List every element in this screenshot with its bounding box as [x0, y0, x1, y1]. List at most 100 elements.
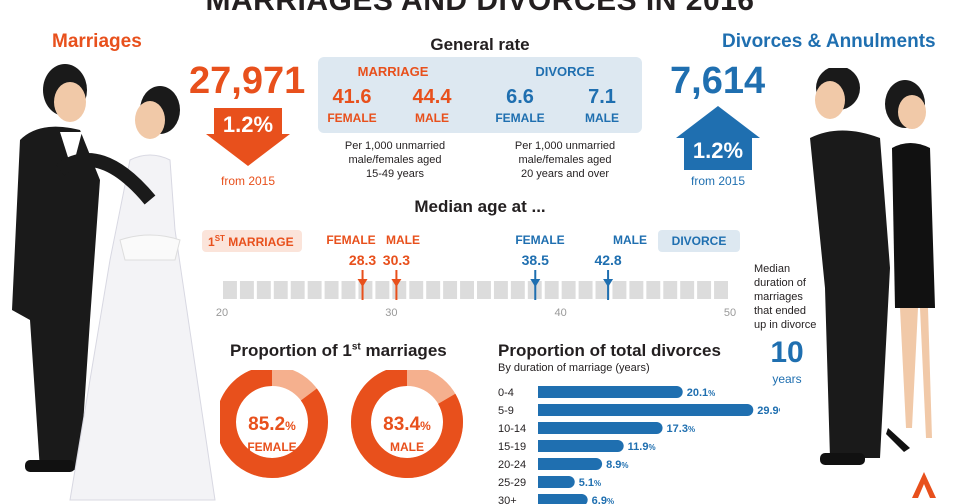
divorce-bar-label: 17.3%	[667, 423, 696, 435]
page-title: MARRIAGES AND DIVORCES IN 2016	[205, 0, 755, 17]
axis-tick-label: 30	[385, 307, 397, 318]
axis-tick-block	[273, 281, 288, 299]
axis-tick-block	[460, 281, 474, 299]
median-marriage-female-label: FEMALE	[326, 233, 376, 247]
median-marriage-male-label: MALE	[386, 233, 420, 247]
axis-tick-block	[443, 281, 458, 299]
divorces-from: from 2015	[690, 174, 746, 188]
divorce-bar-label-unit: %	[607, 497, 614, 504]
divorce-bar-label: 8.9%	[606, 459, 628, 471]
axis-tick-block	[646, 281, 661, 299]
divorce-category-label: 10-14	[498, 423, 526, 435]
marriages-heading: Marriages	[52, 31, 142, 52]
axis-tick-block	[663, 281, 678, 299]
axis-tick-block	[477, 281, 491, 299]
divorces-proportion-subheading: By duration of marriage (years)	[498, 362, 650, 374]
axis-tick-block	[426, 281, 441, 299]
axis-tick-block	[409, 281, 424, 299]
donut-male-slice	[351, 370, 463, 478]
divorce-bar-label-unit: %	[708, 389, 715, 398]
divorce-category-label: 30+	[498, 495, 517, 504]
divorce-bar-label: 29.9%	[757, 405, 780, 417]
axis-tick-block	[493, 281, 508, 299]
divorces-proportion-heading: Proportion of total divorces	[498, 341, 721, 360]
divorce-bar	[538, 422, 663, 434]
first-marriages-heading: Proportion of 1st marriages	[230, 341, 447, 360]
wedding-couple-illustration	[12, 64, 216, 501]
divorce-duration-bars: 0-4 20.1% 5-9 29.9% 10-14 17.3% 15-19 11.9% 20-2…	[498, 386, 780, 504]
duration-value: 10	[770, 336, 804, 369]
donut-female-label: FEMALE	[247, 440, 297, 454]
divorce-chip-label: DIVORCE	[671, 234, 727, 248]
axis-tick-block	[544, 281, 559, 299]
rate-marriage-label: MARRIAGE	[357, 64, 429, 79]
divorces-heading: Divorces & Annulments	[722, 31, 936, 52]
donut-female-value: 85.2%	[248, 414, 296, 435]
rate-marriage-note: Per 1,000 unmarried male/females aged 15…	[344, 140, 446, 180]
axis-tick-label: 40	[555, 307, 567, 318]
median-marriage-female-value: 28.3	[349, 252, 376, 268]
median-divorce-male-value: 42.8	[594, 252, 621, 268]
divorce-bar	[538, 458, 603, 470]
axis-tick-block	[290, 281, 305, 299]
first-marriages-donuts	[220, 370, 463, 478]
axis-tick-label: 20	[216, 307, 228, 318]
median-marriage-male-value: 30.3	[383, 252, 410, 268]
axis-tick-block	[561, 281, 576, 299]
donut-male-value: 83.4%	[383, 414, 431, 435]
median-marriage-female-marker	[357, 279, 368, 287]
rate-marriage-male-label: MALE	[415, 111, 449, 125]
divorced-couple-illustration	[810, 68, 935, 465]
divorce-bar	[538, 494, 588, 504]
axis-tick-block	[629, 281, 644, 299]
first-marriage-chip	[202, 230, 302, 252]
median-age-heading: Median age at ...	[414, 197, 546, 216]
divorce-bar-label-unit: %	[594, 479, 601, 488]
divorce-category-label: 25-29	[498, 477, 526, 489]
divorce-category-label: 5-9	[498, 405, 514, 417]
median-divorce-male-label: MALE	[613, 233, 647, 247]
divorce-bar	[538, 476, 575, 488]
donut-female-slice	[220, 370, 328, 478]
divorce-bar-label: 6.9%	[592, 495, 614, 504]
median-divorce-female-value: 38.5	[522, 252, 549, 268]
divorce-bar-label-unit: %	[688, 425, 695, 434]
marriages-change: 1.2%	[222, 112, 274, 137]
rate-marriage-female: 41.6	[332, 86, 372, 108]
duration-unit: years	[772, 372, 802, 386]
median-marriage-male-marker	[391, 279, 402, 287]
logo-icon	[912, 472, 936, 498]
divorce-bar-label: 5.1%	[579, 477, 601, 489]
median-divorce-female-label: FEMALE	[515, 233, 565, 247]
axis-tick-block	[324, 281, 339, 299]
divorce-bar-label-unit: %	[621, 461, 628, 470]
general-rate-heading: General rate	[430, 35, 530, 54]
axis-tick-block	[239, 281, 254, 299]
down-arrow-icon	[206, 108, 290, 166]
divorce-category-label: 15-19	[498, 441, 526, 453]
rate-marriage-male: 44.4	[412, 86, 452, 108]
axis-tick-block	[612, 281, 627, 299]
axis-tick-block	[595, 281, 610, 299]
axis-tick-block	[697, 281, 712, 299]
divorce-category-label: 0-4	[498, 387, 514, 399]
divorce-chip	[658, 230, 740, 252]
duration-note: Median duration of marriages that ended …	[754, 263, 817, 331]
divorce-bar-label-unit: %	[648, 443, 655, 452]
divorce-bar-label: 20.1%	[687, 387, 716, 399]
axis-tick-block	[510, 281, 525, 299]
axis-tick-block	[341, 281, 356, 299]
median-divorce-male-marker	[603, 279, 614, 287]
up-arrow-icon	[676, 106, 760, 170]
divorce-bar	[538, 386, 683, 398]
divorces-change: 1.2%	[692, 138, 744, 163]
axis-tick-block	[223, 281, 237, 299]
axis-tick-label: 50	[724, 307, 736, 318]
median-divorce-female-marker	[530, 279, 541, 287]
first-marriage-label: 1ST MARRIAGE	[208, 234, 294, 249]
rate-divorce-male: 7.1	[588, 86, 616, 108]
axis-tick-block	[307, 281, 322, 299]
marriages-from: from 2015	[220, 174, 276, 188]
divorce-bar	[538, 440, 624, 452]
axis-tick-block	[680, 281, 695, 299]
